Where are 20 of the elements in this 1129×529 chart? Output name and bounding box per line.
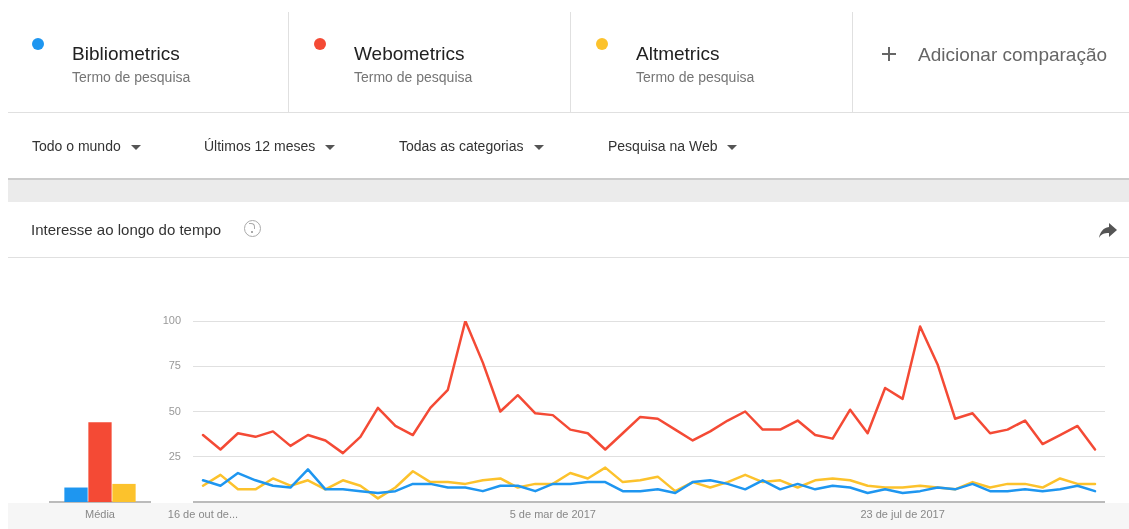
x-tick-label: 5 de mar de 2017: [509, 507, 596, 520]
x-tick-label: Média: [85, 507, 116, 520]
y-tick-label: 50: [168, 404, 181, 417]
chart-title: Interesse ao longo do tempo: [31, 221, 222, 238]
legend-label: Altmetrics: [636, 43, 720, 65]
text: Todas as categorias: [399, 138, 524, 154]
legend-label: Bibliometrics: [72, 43, 180, 65]
y-tick-label: 75: [168, 359, 181, 372]
x-tick-label: 23 de jul de 2017: [860, 507, 945, 520]
text: Adicionar comparação: [918, 44, 1108, 66]
x-tick-label: 16 de out de...: [167, 507, 239, 520]
text: Termo de pesquisa: [354, 69, 473, 85]
text: Termo de pesquisa: [72, 69, 191, 85]
text: Últimos 12 meses: [204, 138, 316, 154]
text: Todo o mundo: [32, 138, 121, 154]
text: Pesquisa na Web: [608, 138, 718, 154]
y-tick-label: 25: [168, 449, 181, 462]
y-tick-label: 100: [162, 314, 181, 327]
text: Termo de pesquisa: [636, 69, 755, 85]
legend-label: Webometrics: [354, 43, 465, 65]
